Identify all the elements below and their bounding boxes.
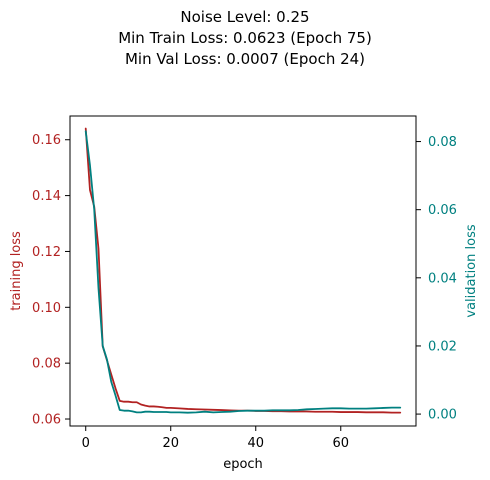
y-left-tick-label: 0.08 [32, 357, 61, 372]
y-left-tick-label: 0.10 [32, 301, 61, 316]
y-right-tick-label: 0.02 [428, 339, 457, 354]
y-left-axis-label: training loss [9, 231, 24, 311]
y-right-tick-label: 0.06 [428, 203, 457, 218]
x-axis-label: epoch [223, 457, 263, 472]
plot-frame [69, 115, 417, 427]
validation-loss-line [84, 130, 402, 414]
y-left-tick-label: 0.12 [32, 245, 61, 260]
axes-layer [65, 115, 421, 431]
y-right-tick-label: 0.00 [428, 408, 457, 423]
x-tick-label: 20 [162, 436, 179, 451]
y-right-axis-label: validation loss [464, 224, 479, 317]
y-left-tick-label: 0.16 [32, 133, 61, 148]
y-right-tick-label: 0.08 [428, 135, 457, 150]
training-loss-line [84, 127, 402, 414]
y-left-tick-label: 0.06 [32, 413, 61, 428]
labels-layer: 0 20 40 60 0.06 0.08 0.10 0.12 0.14 0.16 0.00 0.02 0… [9, 133, 479, 472]
plot-layer [84, 127, 402, 414]
x-tick-label: 40 [247, 436, 264, 451]
chart-title-line-1: Noise Level: 0.25 [180, 8, 310, 26]
chart-title-line-3: Min Val Loss: 0.0007 (Epoch 24) [124, 50, 366, 68]
y-right-tick-label: 0.04 [428, 271, 457, 286]
y-left-tick-label: 0.14 [32, 189, 61, 204]
x-tick-label: 60 [332, 436, 349, 451]
chart-title-line-2: Min Train Loss: 0.0623 (Epoch 75) [118, 29, 372, 47]
x-tick-label: 0 [82, 436, 90, 451]
